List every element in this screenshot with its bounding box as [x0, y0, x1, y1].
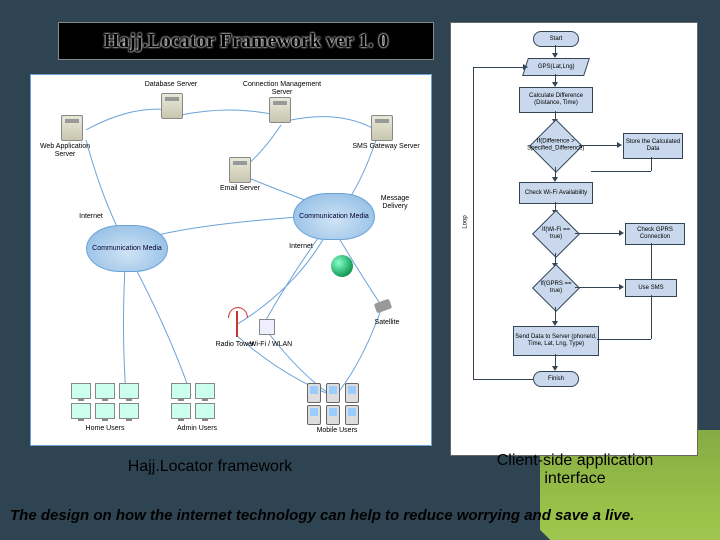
footer-text: The design on how the internet technolog… [10, 507, 710, 524]
flowchart-diagram: Start GPS(Lat,Lng) Calculate Difference … [450, 22, 698, 456]
title-text: Hajj.Locator Framework ver 1. 0 [104, 30, 389, 52]
satellite [375, 301, 391, 311]
fc-calc: Calculate Difference (Distance, Time) [519, 87, 593, 113]
title-bar: Hajj.Locator Framework ver 1. 0 [58, 22, 434, 60]
framework-diagram: Web Application Server Database Server C… [30, 74, 432, 446]
fc-loop-label: Loop [463, 215, 469, 228]
comm-media-1-label: Communication Media [92, 245, 162, 253]
comm-media-2-label: Communication Media [299, 213, 369, 221]
home-users-label: Home Users [75, 425, 135, 433]
internet-label-1: Internet [71, 213, 111, 221]
wifi-label: Wi-Fi / WLAN [243, 341, 299, 349]
web-app-server [61, 115, 83, 141]
home-users [71, 383, 139, 399]
msg-delivery-label: Message Delivery [371, 195, 419, 211]
satellite-label: Satellite [365, 319, 409, 327]
fc-store: Store the Calculated Data [623, 133, 683, 159]
fc-finish: Finish [533, 371, 579, 387]
fc-ifdiff: If(Difference > Specified_Difference) [529, 119, 583, 173]
caption-right: Client-side application interface [470, 452, 680, 488]
slide: Hajj.Locator Framework ver 1. 0 [0, 0, 720, 540]
wifi-ap [259, 319, 275, 335]
home-users-2 [71, 403, 139, 419]
internet-label-2: Internet [281, 243, 321, 251]
sms-gateway-label: SMS Gateway Server [351, 143, 421, 151]
mobile-users-label: Mobile Users [309, 427, 365, 435]
db-server [161, 93, 183, 119]
admin-users-label: Admin Users [169, 425, 225, 433]
comm-media-cloud-2: Communication Media [293, 193, 375, 240]
conn-mgmt-server [269, 97, 291, 123]
mobile-users [307, 383, 359, 403]
email-server [229, 157, 251, 183]
fc-start: Start [533, 31, 579, 47]
fc-ifgprs: If(GPRS == true) [532, 264, 580, 312]
db-server-label: Database Server [143, 81, 199, 89]
conn-mgmt-label: Connection Management Server [237, 81, 327, 97]
fc-ifwifi: If(Wi-Fi == true) [532, 210, 580, 258]
web-app-server-label: Web Application Server [35, 143, 95, 159]
globe-icon [331, 255, 353, 277]
fc-chkgprs: Check GPRS Connection [625, 223, 685, 245]
admin-users [171, 383, 215, 399]
sms-gateway [371, 115, 393, 141]
admin-users-2 [171, 403, 215, 419]
caption-left: Hajj.Locator framework [80, 458, 340, 476]
email-server-label: Email Server [215, 185, 265, 193]
fc-gps: GPS(Lat,Lng) [522, 58, 590, 76]
fc-send: Send Data to Server (phoneId, Time, Lat,… [513, 326, 599, 356]
mobile-users-2 [307, 405, 359, 425]
fc-chkwifi: Check Wi-Fi Availability [519, 182, 593, 204]
comm-media-cloud-1: Communication Media [86, 225, 168, 272]
radio-tower [227, 311, 247, 337]
